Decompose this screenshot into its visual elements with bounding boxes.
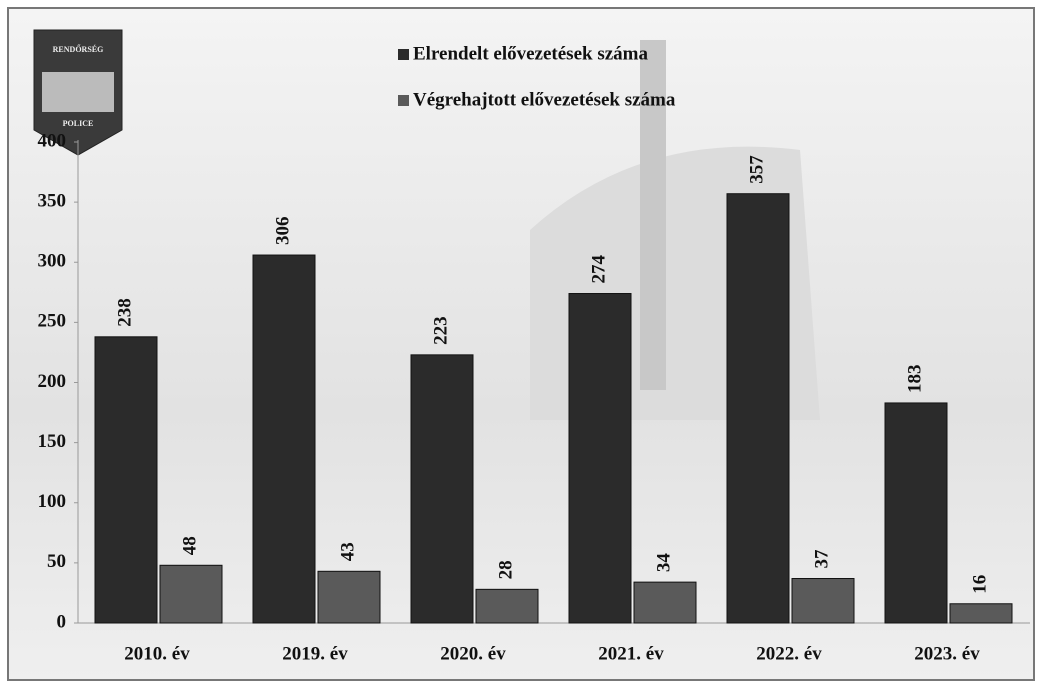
background-tower — [640, 40, 666, 390]
logo: RENDŐRSÉG POLICE — [33, 29, 123, 156]
legend-swatch — [398, 49, 409, 60]
bar — [317, 570, 381, 624]
y-tick-label: 50 — [47, 551, 66, 572]
x-tick-label: 2010. év — [124, 643, 190, 664]
bar — [94, 336, 158, 624]
x-tick-label: 2021. év — [598, 643, 664, 664]
bar — [726, 193, 790, 624]
y-tick-label: 300 — [38, 251, 67, 272]
value-label: 238 — [114, 298, 135, 327]
value-label: 37 — [811, 549, 832, 569]
bar — [568, 293, 632, 624]
value-label: 223 — [430, 316, 451, 345]
bar — [252, 254, 316, 624]
value-label: 274 — [588, 255, 609, 284]
legend-label: Elrendelt elővezetések száma — [413, 43, 648, 64]
value-label: 43 — [337, 542, 358, 561]
x-tick-label: 2023. év — [914, 643, 980, 664]
value-label: 183 — [904, 364, 925, 393]
y-tick-label: 100 — [38, 491, 67, 512]
value-label: 48 — [179, 536, 200, 555]
bar — [410, 354, 474, 624]
y-tick-label: 250 — [38, 311, 67, 332]
y-tick-label: 0 — [57, 611, 67, 632]
bar — [791, 578, 855, 624]
bar — [159, 564, 223, 624]
y-tick-label: 350 — [38, 190, 67, 211]
value-label: 34 — [653, 553, 674, 573]
y-tick-label: 150 — [38, 431, 67, 452]
logo-top-text: RENDŐRSÉG — [53, 44, 104, 54]
value-label: 306 — [272, 217, 293, 246]
x-tick-label: 2019. év — [282, 643, 348, 664]
value-label: 357 — [746, 155, 767, 184]
value-label: 28 — [495, 560, 516, 579]
bar — [633, 581, 697, 624]
y-tick-label: 400 — [38, 130, 67, 151]
bar — [884, 402, 948, 624]
bar — [949, 603, 1013, 624]
logo-bottom-text: POLICE — [63, 119, 94, 128]
legend-swatch — [398, 95, 409, 106]
x-tick-label: 2022. év — [756, 643, 822, 664]
legend-label: Végrehajtott elővezetések száma — [413, 89, 676, 110]
bar — [475, 588, 539, 624]
value-label: 16 — [969, 575, 990, 594]
y-tick-label: 200 — [38, 371, 67, 392]
x-tick-label: 2020. év — [440, 643, 506, 664]
